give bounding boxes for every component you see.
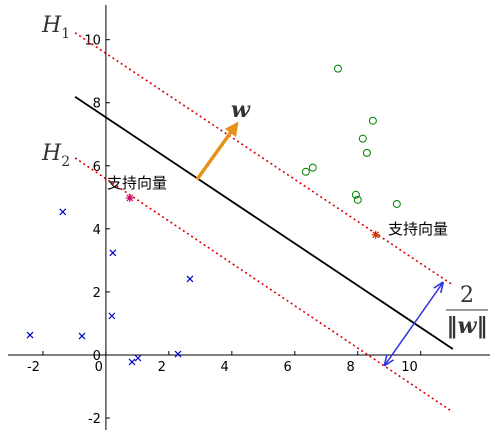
support-point (371, 230, 380, 239)
point (59, 208, 67, 216)
point (108, 312, 116, 320)
point (109, 249, 117, 257)
x-tick-label: -2 (27, 360, 40, 375)
x-tick-label: 0 (95, 360, 103, 375)
point (308, 163, 317, 172)
point (392, 199, 401, 208)
y-tick-label: 4 (93, 223, 101, 238)
y-tick-label: -2 (88, 412, 101, 427)
h1-label: H1 (41, 13, 70, 42)
margin-arrow (385, 283, 443, 365)
point (368, 116, 377, 125)
axes: -2 0 2 4 6 8 10 -2 0 2 4 6 8 10 (8, 5, 490, 430)
point (362, 148, 371, 157)
y-tick-label: 8 (93, 97, 101, 112)
support-point (125, 193, 134, 202)
support-vector-label: 支持向量 (388, 220, 448, 238)
point (186, 275, 194, 283)
point (78, 332, 86, 340)
x-tick-label: 8 (346, 360, 354, 375)
point (351, 190, 360, 199)
point (353, 195, 362, 204)
x-tick-label: 4 (221, 360, 229, 375)
y-tick-label: 2 (93, 286, 101, 301)
x-tick-label: 2 (158, 360, 166, 375)
point (301, 167, 310, 176)
w-arrow (195, 121, 239, 181)
x-tick-label: 10 (401, 360, 418, 375)
w-label: w (231, 97, 251, 123)
point (26, 331, 34, 339)
point (333, 64, 342, 73)
margin-numerator: 2 (460, 283, 474, 308)
hyperplane (74, 157, 454, 413)
h2-label: H2 (41, 141, 70, 170)
y-tick-label: 6 (93, 160, 101, 175)
y-tick-label: 10 (84, 34, 101, 49)
hyperplane (74, 32, 454, 286)
point (134, 354, 142, 362)
point (128, 358, 136, 366)
margin-denominator: ‖w‖ (447, 313, 488, 339)
point (174, 350, 182, 358)
y-tick-label: 0 (93, 349, 101, 364)
x-tick-label: 6 (284, 360, 292, 375)
point (358, 134, 367, 143)
support-vector-label: 支持向量 (107, 174, 167, 192)
